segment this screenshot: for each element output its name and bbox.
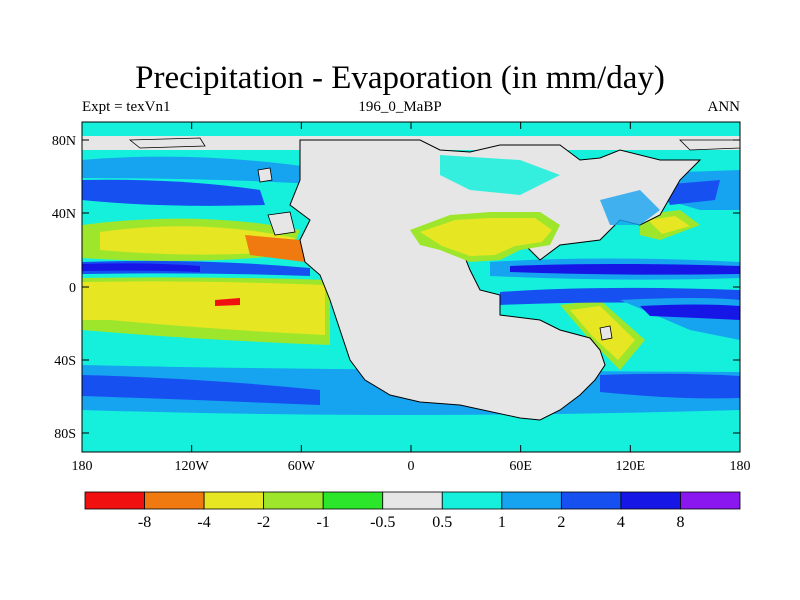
x-tick-label: 60W [288,459,316,474]
colorbar-swatch [501,491,562,510]
colorbar-swatch [322,491,384,510]
colorbar-label: 0.5 [432,514,452,531]
colorbar-swatch [560,491,622,510]
colorbar-label: -4 [197,514,210,531]
land-wet-patch-north [440,155,560,195]
colorbar-label: -1 [317,514,330,531]
colorbar-label: 4 [617,514,625,531]
supercontinent-landmass [289,139,702,421]
arctic-landmass-west [128,137,206,149]
x-tick-label: 180 [730,459,751,474]
x-tick-label: 180 [72,459,93,474]
y-tick-label: 80N [52,134,76,149]
land-wet-patch-east [600,190,660,225]
map-title: Precipitation - Evaporation (in mm/day) [135,60,665,96]
southern-pacific-wet-core [82,375,320,405]
colorbar-swatch [263,491,324,510]
atlantic-itcz-core [510,264,740,275]
colorbar-label: -2 [257,514,270,531]
season-label: ANN [707,99,741,115]
south-pacific-dry-max [215,298,240,306]
x-tick-label: 0 [408,459,415,474]
land-dry-core [420,218,552,256]
north-subtropic-dry [100,226,295,255]
island-central-pacific [267,211,296,236]
island-north-pacific [257,167,273,183]
y-tick-label: 40N [52,207,76,222]
colorbar-label: -0.5 [370,514,395,531]
colorbar-swatch [84,491,145,510]
y-tick-label: 0 [69,281,76,296]
y-tick-label: 80S [54,427,76,442]
colorbar-swatch [680,491,741,510]
x-tick-label: 120W [175,459,210,474]
axis-tick-labels: 180 120W 60W 0 60E 120E 180 80N 40N 0 40S 80S [52,134,751,474]
colorbar-label: 2 [557,514,565,531]
colorbar-label: -8 [138,514,151,531]
island-south-atlantic [599,325,613,341]
colorbar-swatch [382,491,443,510]
period-label: 196_0_MaBP [358,99,442,115]
colorbar-swatch [144,491,205,510]
north-pacific-wet-core [82,179,265,206]
colorbar: -8 -4 -2 -1 -0.5 0.5 1 2 4 8 [84,491,741,531]
southern-atlantic-wet-core [600,373,740,399]
south-atlantic-wet-core [640,304,740,320]
north-pacific-dry-max [245,235,305,262]
experiment-label: Expt = texVn1 [82,99,171,115]
y-tick-label: 40S [54,354,76,369]
colorbar-swatch [620,491,681,510]
x-tick-label: 60E [509,459,532,474]
field-layer [82,122,740,452]
colorbar-swatch [203,491,265,510]
axis-ticks [81,122,741,452]
x-tick-label: 120E [616,459,646,474]
antarctic-margin [82,420,740,452]
north-atlantic-subtropic-dry [648,216,690,234]
colorbar-label: 1 [498,514,506,531]
arctic-landmass-east [679,139,740,151]
south-pacific-subtropic-dry [82,281,325,335]
colorbar-label: 8 [676,514,684,531]
pacific-itcz-core [82,263,200,272]
colorbar-swatch [441,491,503,510]
